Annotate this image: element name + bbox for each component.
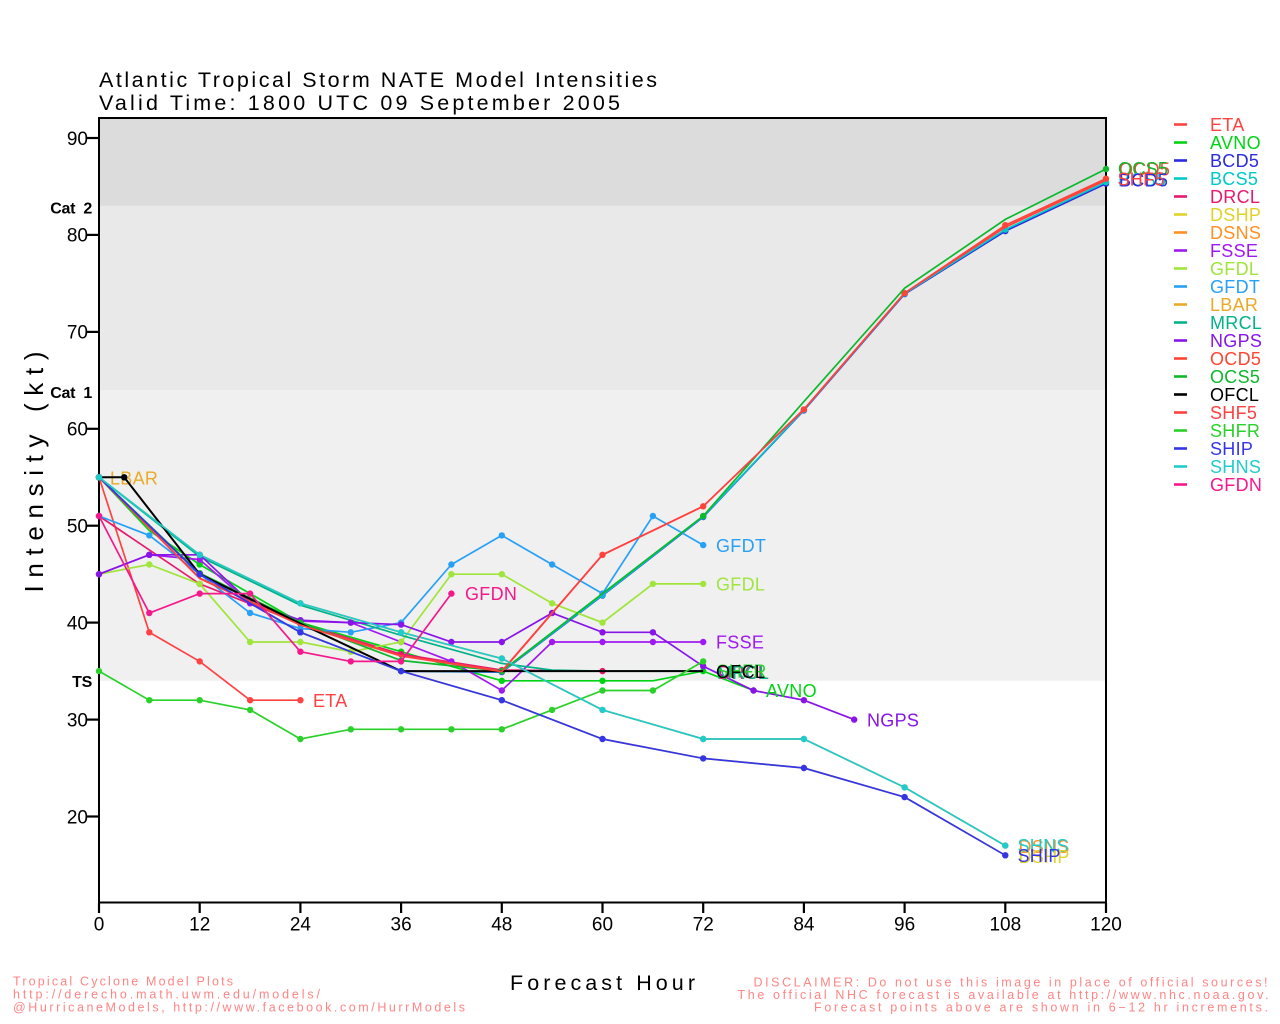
svg-text:GFDT: GFDT [716,536,766,556]
svg-text:BCD5: BCD5 [1210,151,1259,171]
svg-text:OCD5: OCD5 [1210,349,1261,369]
svg-text:80: 80 [67,226,88,247]
svg-text:AVNO: AVNO [766,681,817,701]
svg-text:AVNO: AVNO [1210,133,1261,153]
svg-text:BCD5: BCD5 [1119,170,1168,190]
svg-text:SHFR: SHFR [717,662,767,682]
svg-text:SHNS: SHNS [1210,457,1261,477]
svg-text:BCS5: BCS5 [1118,170,1166,190]
svg-text:120: 120 [1090,915,1122,936]
svg-text:TS: TS [72,674,92,691]
svg-text:DRCL: DRCL [1210,187,1260,207]
svg-text:OCS5: OCS5 [1210,367,1260,387]
svg-text:GFDT: GFDT [1210,277,1260,297]
svg-text:36: 36 [391,915,412,936]
svg-text:GFDN: GFDN [465,584,517,604]
svg-text:20: 20 [67,807,88,828]
svg-text:Tropical Cyclone Model Plots: Tropical Cyclone Model Plots [13,975,233,989]
svg-text:48: 48 [491,915,512,936]
svg-text:30: 30 [67,710,88,731]
svg-text:SHF5: SHF5 [1118,170,1165,190]
svg-text:Atlantic Tropical Storm NATE M: Atlantic Tropical Storm NATE Model Inten… [99,68,657,92]
svg-text:Valid Time: 1800 UTC 09 Septem: Valid Time: 1800 UTC 09 September 2005 [99,91,620,115]
svg-text:SHFR: SHFR [1210,421,1260,441]
svg-text:NGPS: NGPS [867,711,919,731]
svg-text:GFDL: GFDL [716,575,765,595]
svg-text:@HurricaneModels, http://www.f: @HurricaneModels, http://www.facebook.co… [13,1001,465,1015]
svg-text:40: 40 [67,613,88,634]
svg-text:SHIP: SHIP [1210,439,1253,459]
svg-text:90: 90 [67,129,88,150]
svg-text:12: 12 [189,915,210,936]
svg-text:MRCL: MRCL [717,663,769,683]
svg-text:OFCL: OFCL [1210,385,1259,405]
svg-text:60: 60 [67,420,88,441]
svg-text:Forecast Hour: Forecast Hour [510,971,695,995]
svg-text:70: 70 [67,323,88,344]
svg-text:BCS5: BCS5 [1210,169,1258,189]
svg-text:LBAR: LBAR [110,469,158,489]
svg-text:NGPS: NGPS [1210,331,1262,351]
svg-text:SHF5: SHF5 [1210,403,1257,423]
svg-text:Forecast points above are show: Forecast points above are shown in 6−12 … [814,1001,1268,1015]
svg-text:SHIP: SHIP [1018,846,1061,866]
svg-text:FSSE: FSSE [1210,241,1258,261]
svg-text:108: 108 [989,915,1021,936]
svg-text:72: 72 [693,915,714,936]
svg-text:http://derecho.math.uwm.edu/mo: http://derecho.math.uwm.edu/models/ [13,988,321,1002]
svg-text:ETA: ETA [1210,115,1245,135]
svg-text:84: 84 [793,915,815,936]
svg-text:FSSE: FSSE [716,633,764,653]
svg-text:OCS5: OCS5 [1118,159,1168,179]
svg-text:SHNS: SHNS [1018,836,1069,856]
svg-text:LBAR: LBAR [1210,295,1258,315]
svg-text:96: 96 [894,915,915,936]
svg-text:MRCL: MRCL [1210,313,1262,333]
svg-text:DSHP: DSHP [1019,847,1070,867]
svg-text:60: 60 [592,915,613,936]
svg-text:DSHP: DSHP [1210,205,1261,225]
svg-text:OFCL: OFCL [716,662,765,682]
svg-text:GFDL: GFDL [1210,259,1259,279]
svg-text:DSNS: DSNS [1019,837,1070,857]
svg-text:24: 24 [290,915,312,936]
svg-text:Cat 1: Cat 1 [50,385,92,402]
svg-text:DSNS: DSNS [1210,223,1261,243]
svg-text:ETA: ETA [313,691,348,711]
svg-text:50: 50 [67,517,88,538]
svg-text:DRCL: DRCL [718,663,768,683]
svg-text:GFDN: GFDN [1210,475,1262,495]
svg-text:Cat 2: Cat 2 [50,201,92,218]
svg-text:OCD5: OCD5 [1119,160,1170,180]
svg-text:Intensity (kt): Intensity (kt) [19,352,49,593]
svg-text:The official NHC forecast is a: The official NHC forecast is available a… [738,988,1269,1002]
svg-text:0: 0 [94,915,105,936]
